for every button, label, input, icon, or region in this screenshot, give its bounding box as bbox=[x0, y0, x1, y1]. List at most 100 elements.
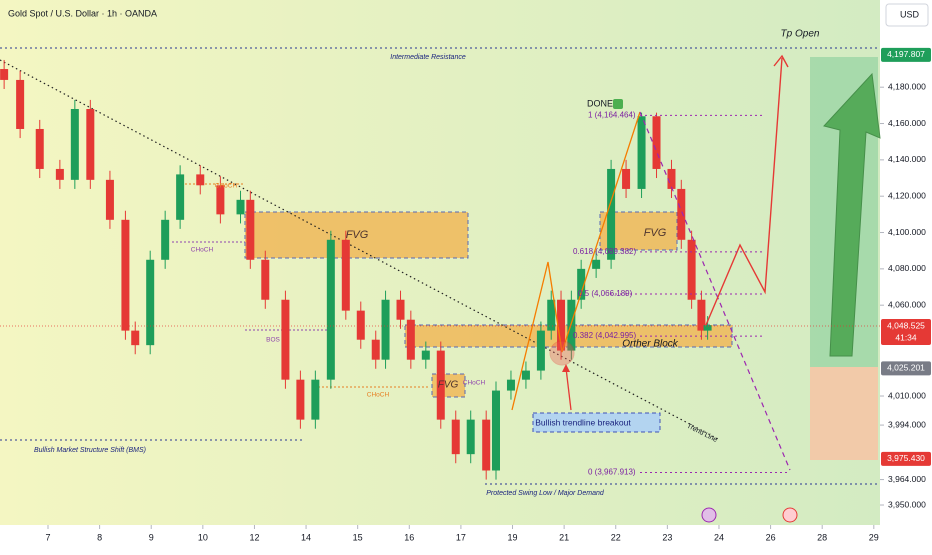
y-tick-label: 3,994.000 bbox=[888, 419, 926, 429]
candle-body bbox=[677, 188, 686, 240]
y-tick-label: 4,180.000 bbox=[888, 81, 926, 91]
y-tick-label: 4,120.000 bbox=[888, 190, 926, 200]
x-tick-label: 8 bbox=[97, 532, 102, 542]
y-tick-label: 4,100.000 bbox=[888, 227, 926, 237]
time-axis-background bbox=[0, 525, 880, 550]
candle-body bbox=[16, 79, 25, 129]
candle-body bbox=[105, 179, 114, 220]
candle-body bbox=[196, 174, 205, 186]
x-tick-label: 12 bbox=[249, 532, 259, 542]
candle-body bbox=[652, 116, 661, 169]
currency-label[interactable]: USD bbox=[900, 9, 920, 19]
price-badge bbox=[881, 319, 931, 346]
candle-body bbox=[246, 199, 255, 260]
candle-body bbox=[557, 299, 566, 351]
candle-body bbox=[521, 370, 530, 380]
x-tick-label: 22 bbox=[611, 532, 621, 542]
annotation: FVG bbox=[644, 227, 667, 239]
candle-body bbox=[176, 174, 185, 220]
candle-body bbox=[492, 390, 500, 471]
y-tick-label: 4,160.000 bbox=[888, 118, 926, 128]
candle-body bbox=[506, 379, 515, 391]
x-tick-label: 28 bbox=[817, 532, 827, 542]
arrow-head bbox=[773, 54, 789, 68]
x-tick-label: 26 bbox=[766, 532, 776, 542]
event-icon bbox=[701, 507, 717, 523]
candle-body bbox=[0, 69, 9, 80]
projected-path bbox=[705, 57, 783, 326]
x-tick-label: 7 bbox=[45, 532, 50, 542]
y-tick-label: 4,010.000 bbox=[888, 390, 926, 400]
fib-label: 0.382 (4,042.995) bbox=[573, 331, 636, 340]
x-tick-label: 17 bbox=[456, 532, 466, 542]
x-tick-label: 19 bbox=[508, 532, 518, 542]
projection-line bbox=[639, 111, 791, 471]
currency-button[interactable] bbox=[885, 3, 929, 27]
candle-body bbox=[121, 219, 130, 331]
annotation: DONE bbox=[587, 98, 613, 108]
x-tick-label: 15 bbox=[353, 532, 363, 542]
candle-body bbox=[421, 350, 430, 360]
x-tick-label: 16 bbox=[404, 532, 414, 542]
fib-label: 0.5 (4,066.189) bbox=[578, 289, 633, 298]
price-badge-label: 4,048.525 bbox=[887, 320, 925, 330]
candle-body bbox=[536, 330, 545, 371]
price-badge-label: 3,975.430 bbox=[887, 453, 925, 463]
price-badge bbox=[881, 451, 931, 466]
x-tick-label: 21 bbox=[559, 532, 569, 542]
candle-body bbox=[281, 299, 290, 380]
candle-body bbox=[161, 219, 170, 260]
annotation: FVG bbox=[346, 229, 369, 241]
annotation: FVG bbox=[438, 380, 459, 391]
annotation: Bullish Market Structure Shift (BMS) bbox=[34, 447, 146, 454]
annotation: CHoCH bbox=[191, 247, 214, 254]
candle-body bbox=[35, 128, 44, 169]
done-check bbox=[613, 99, 623, 109]
fib-label: 1 (4,164.464) bbox=[588, 111, 636, 120]
candle-body bbox=[451, 419, 460, 455]
price-badge bbox=[881, 47, 931, 62]
overlay bbox=[511, 54, 798, 523]
candle-body bbox=[356, 310, 365, 340]
candle-body bbox=[436, 350, 445, 420]
candle-body bbox=[55, 168, 64, 180]
breakout-circle bbox=[549, 340, 575, 366]
annotation: Orther Block bbox=[622, 339, 679, 350]
candle-body bbox=[697, 299, 706, 331]
chart-title: Gold Spot / U.S. Dollar · 1h · OANDA bbox=[8, 8, 157, 18]
price-badge bbox=[881, 361, 931, 376]
candle-body bbox=[466, 419, 475, 455]
stop-zone bbox=[810, 367, 878, 460]
candle-body bbox=[131, 330, 140, 346]
x-tick-label: 9 bbox=[149, 532, 154, 542]
candle-body bbox=[146, 259, 155, 346]
candle-body bbox=[371, 339, 380, 360]
fib-label: 0 (3,967.913) bbox=[588, 468, 636, 477]
candle-body bbox=[86, 108, 95, 180]
fib-label: 0.618 (4,089.382) bbox=[573, 247, 636, 256]
annotation: Bullish trendline breakout bbox=[535, 417, 631, 427]
annotation: Intermediate Resistance bbox=[390, 54, 466, 61]
up-arrow bbox=[823, 72, 881, 357]
candle-body bbox=[592, 259, 601, 269]
arrow-head bbox=[562, 364, 570, 372]
annotation: Protected Swing Low / Major Demand bbox=[486, 490, 605, 497]
trend-line bbox=[0, 59, 721, 441]
candle-body bbox=[236, 199, 245, 215]
annotation: BOS bbox=[266, 337, 280, 344]
candle-body bbox=[687, 239, 696, 300]
candle-body bbox=[482, 419, 491, 471]
breakout-arrow bbox=[565, 367, 572, 411]
x-tick-label: 29 bbox=[869, 532, 879, 542]
y-tick-label: 4,140.000 bbox=[888, 154, 926, 164]
candle-body bbox=[667, 168, 676, 189]
swing-path bbox=[511, 111, 641, 411]
price-badge-label: 4,197.807 bbox=[887, 49, 925, 59]
breakout-box bbox=[532, 412, 661, 433]
candle-body bbox=[406, 319, 415, 360]
annotation: CHoCH bbox=[367, 392, 390, 399]
candle-body bbox=[341, 239, 350, 311]
candle-body bbox=[216, 185, 225, 215]
x-tick-label: 14 bbox=[301, 532, 311, 542]
